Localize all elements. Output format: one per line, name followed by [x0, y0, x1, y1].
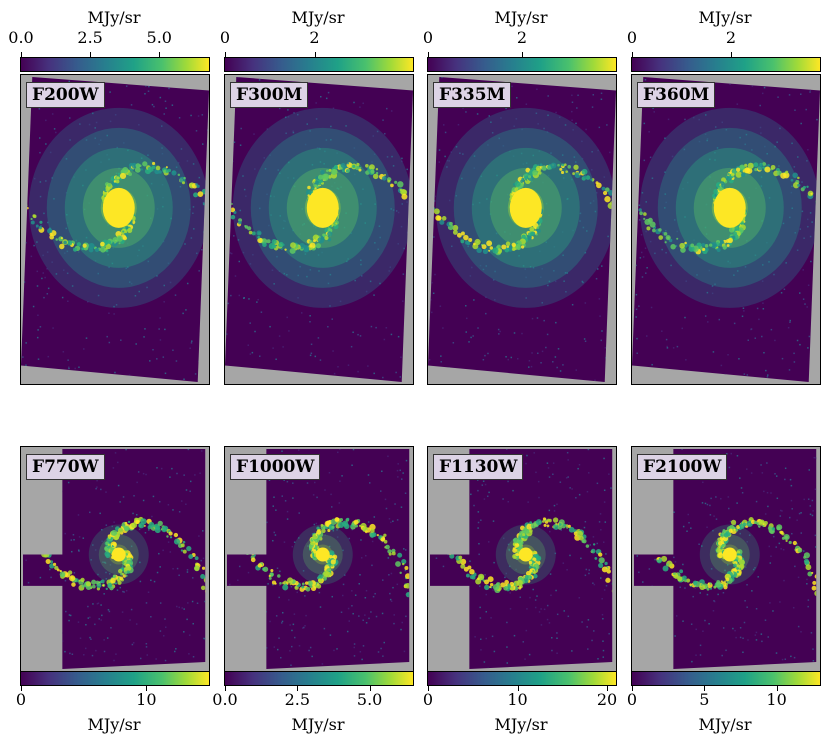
colorbar-tick-label: 2	[516, 28, 528, 47]
colorbar	[224, 57, 414, 72]
colorbar-tick-label: 0.0	[212, 690, 238, 709]
colorbar-tick-label: 20	[596, 690, 618, 709]
filter-label: F2100W	[637, 454, 728, 480]
colorbar-tick-label: 0	[422, 28, 434, 47]
galaxy-image	[632, 77, 820, 382]
image-heatmap	[634, 449, 817, 669]
colorbar-tick	[776, 686, 778, 691]
galaxy-image	[225, 77, 413, 382]
colorbar	[631, 671, 821, 686]
image-panel-f300m: F300M	[224, 74, 414, 385]
colorbar-tick-label: 0.0	[8, 28, 34, 47]
colorbar-tick	[159, 52, 161, 57]
galaxy-image	[634, 449, 817, 669]
filter-label: F1000W	[230, 454, 321, 480]
image-panel-f2100w: F2100W	[631, 446, 821, 672]
image-panel-f335m: F335M	[427, 74, 617, 385]
image-heatmap	[225, 77, 413, 382]
colorbar-tick	[90, 52, 92, 57]
image-panel-f360m: F360M	[631, 74, 821, 385]
colorbar-unit-label: MJy/sr	[87, 8, 141, 27]
filter-label: F335M	[433, 82, 512, 108]
galaxy-image	[23, 449, 206, 669]
colorbar	[427, 671, 617, 686]
colorbar-tick-label: 0	[626, 690, 638, 709]
colorbar-tick	[607, 686, 609, 691]
colorbar-tick	[522, 52, 523, 57]
colorbar-tick-label: 2.5	[284, 690, 311, 709]
colorbar-tick-label: 0	[626, 28, 638, 47]
colorbar-tick	[632, 52, 633, 57]
colorbar-tick-label: 2.5	[77, 28, 103, 47]
image-heatmap	[23, 449, 206, 669]
colorbar-unit-label: MJy/sr	[494, 715, 548, 734]
colorbar-unit-label: MJy/sr	[291, 715, 345, 734]
colorbar-tick-label: 2	[309, 28, 320, 47]
image-heatmap	[227, 449, 410, 669]
colorbar-tick	[297, 686, 299, 691]
detector-footprint	[428, 77, 616, 382]
colorbar-unit-label: MJy/sr	[698, 715, 752, 734]
colorbar-tick	[21, 686, 22, 691]
colorbar-tick	[632, 686, 633, 691]
colorbar-tick	[428, 686, 429, 691]
colorbar-tick	[146, 686, 148, 691]
colorbar-tick-label: 0	[422, 690, 434, 709]
galaxy-image	[430, 449, 613, 669]
galaxy-image	[227, 449, 410, 669]
filter-label: F300M	[230, 82, 309, 108]
colorbar-tick	[314, 52, 316, 57]
colorbar-unit-label: MJy/sr	[291, 8, 345, 27]
colorbar-tick-label: 0	[219, 28, 231, 47]
colorbar-unit-label: MJy/sr	[87, 715, 141, 734]
colorbar	[427, 57, 617, 72]
detector-footprint	[225, 77, 413, 382]
image-heatmap	[428, 77, 616, 382]
colorbar-unit-label: MJy/sr	[698, 8, 752, 27]
galaxy-image	[428, 77, 616, 382]
filter-label: F360M	[637, 82, 716, 108]
image-panel-f200w: F200W	[20, 74, 210, 385]
colorbar-tick	[730, 52, 732, 57]
filter-label: F200W	[26, 82, 105, 108]
colorbar	[224, 671, 414, 686]
filter-label: F1130W	[433, 454, 524, 480]
colorbar-tick	[369, 686, 371, 691]
image-panel-f1000w: F1000W	[224, 446, 414, 672]
colorbar-tick-label: 10	[766, 690, 787, 709]
image-panel-f1130w: F1130W	[427, 446, 617, 672]
colorbar	[20, 671, 210, 686]
colorbar-tick	[428, 52, 429, 57]
galaxy-image	[21, 77, 209, 382]
colorbar-tick-label: 10	[136, 690, 157, 709]
detector-footprint	[632, 77, 820, 382]
image-panel-f770w: F770W	[20, 446, 210, 672]
colorbar-tick-label: 5.0	[146, 28, 172, 47]
colorbar-unit-label: MJy/sr	[494, 8, 548, 27]
colorbar-tick	[21, 52, 22, 57]
colorbar-tick-label: 5.0	[356, 690, 383, 709]
colorbar-tick-label: 2	[725, 28, 737, 47]
image-heatmap	[430, 449, 613, 669]
image-heatmap	[21, 77, 209, 382]
colorbar	[20, 57, 210, 72]
colorbar-tick-label: 0	[15, 690, 27, 709]
colorbar	[631, 57, 821, 72]
colorbar-tick-label: 10	[507, 690, 528, 709]
colorbar-tick	[225, 686, 226, 691]
colorbar-tick	[225, 52, 226, 57]
colorbar-tick	[517, 686, 519, 691]
colorbar-tick	[704, 686, 706, 691]
image-heatmap	[632, 77, 820, 382]
filter-label: F770W	[26, 454, 105, 480]
colorbar-tick-label: 5	[699, 690, 710, 709]
